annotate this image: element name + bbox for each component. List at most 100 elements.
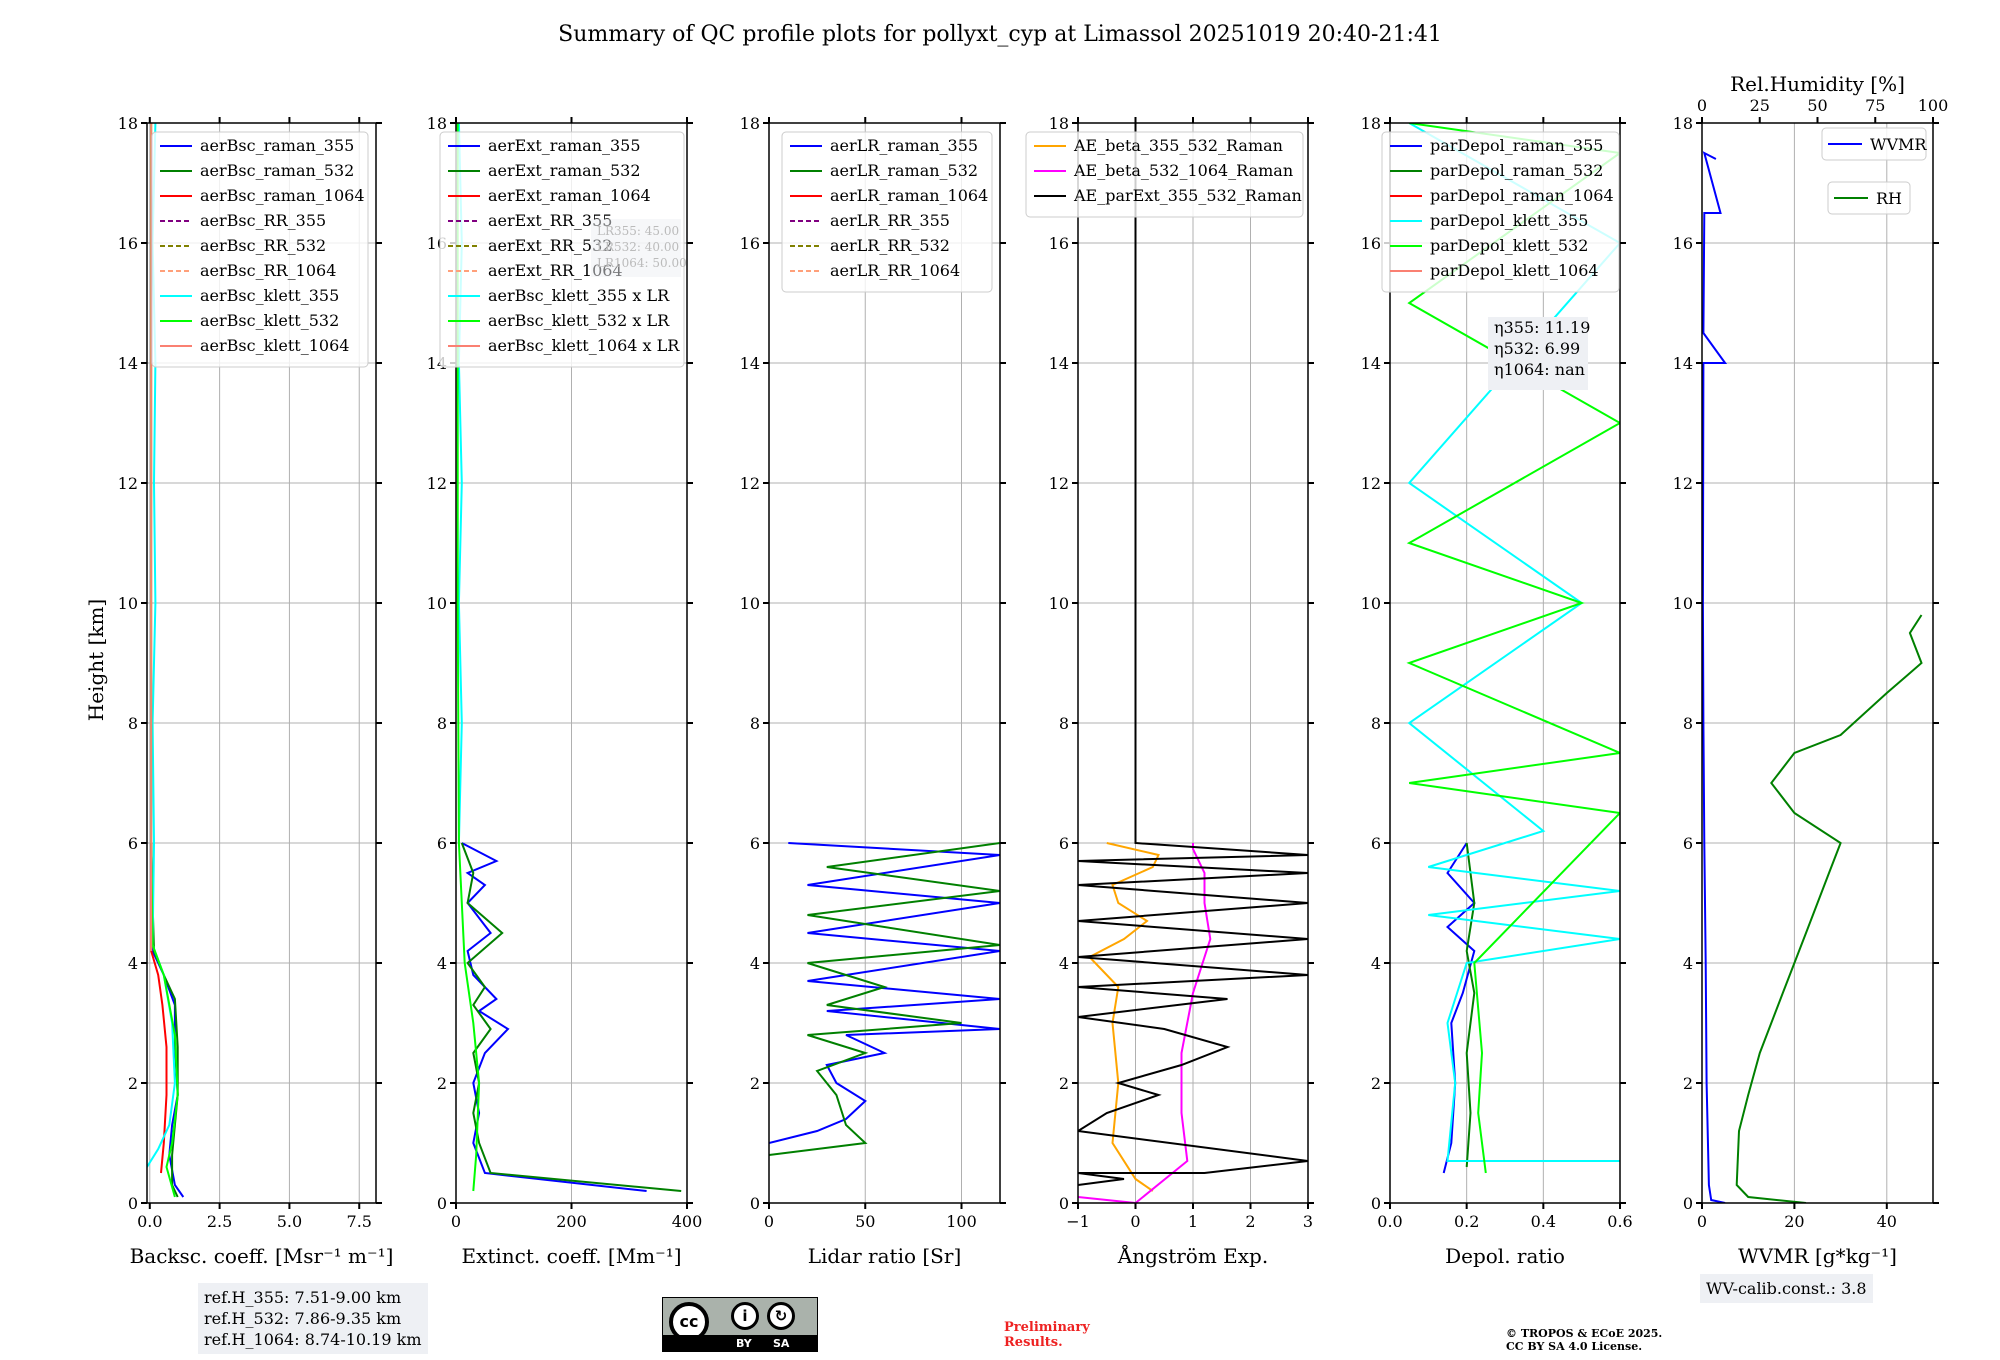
- annotation-text: LR355: 45.00: [597, 224, 679, 238]
- figure-title: Summary of QC profile plots for pollyxt_…: [558, 22, 1442, 47]
- series-aerExt_raman_532: [460, 842, 682, 1192]
- y-tick-label: 2: [128, 1074, 138, 1093]
- y-tick-label: 6: [750, 834, 760, 853]
- copyright-note: © TROPOS & ECoE 2025. CC BY SA 4.0 Licen…: [1506, 1327, 1662, 1353]
- annotation-text: η1064: nan: [1494, 360, 1585, 379]
- legend-label: aerBsc_klett_532 x LR: [488, 311, 670, 330]
- legend-label: parDepol_raman_355: [1430, 136, 1603, 155]
- y-tick-label: 0: [128, 1194, 138, 1213]
- legend-label: aerExt_raman_1064: [488, 186, 651, 205]
- y-tick-label: 10: [740, 594, 760, 613]
- x-tick-label: 0.0: [1377, 1212, 1402, 1231]
- x-tick-label: 5.0: [277, 1212, 302, 1231]
- series-aerBsc_klett_355: [147, 123, 176, 1168]
- y-tick-label: 10: [118, 594, 138, 613]
- y-tick-label: 6: [1059, 834, 1069, 853]
- ref-height-355: ref.H_355: 7.51-9.00 km: [204, 1288, 402, 1307]
- series-aerExt_raman_355: [461, 842, 647, 1192]
- preliminary-note: Preliminary Results.: [1004, 1320, 1090, 1350]
- series-aerLR_raman_355: [769, 842, 1000, 1144]
- y-tick-label: 14: [1361, 354, 1381, 373]
- x-tick-label: 400: [672, 1212, 703, 1231]
- x-tick-label: 0: [451, 1212, 461, 1231]
- wv-calib-box: WV-calib.const.: 3.8: [1700, 1274, 1873, 1303]
- series-RH: [1735, 614, 1923, 1203]
- y-tick-label: 6: [128, 834, 138, 853]
- series-group: [1702, 151, 1923, 1203]
- sa-label: SA: [773, 1337, 790, 1350]
- top-x-tick-label: 50: [1807, 96, 1827, 115]
- y-tick-label: 14: [740, 354, 760, 373]
- y-axis-label: Height [km]: [84, 599, 108, 721]
- legend-label: aerBsc_klett_355: [200, 286, 339, 305]
- top-x-tick-label: 25: [1750, 96, 1770, 115]
- series-group: [147, 123, 185, 1198]
- y-tick-label: 18: [427, 114, 447, 133]
- axes-frame: [1389, 122, 1621, 1204]
- y-tick-label: 12: [1049, 474, 1069, 493]
- x-tick-label: 2.5: [207, 1212, 232, 1231]
- y-tick-label: 2: [437, 1074, 447, 1093]
- axes-frame: [146, 122, 377, 1204]
- copyright-line-1: © TROPOS & ECoE 2025.: [1506, 1327, 1663, 1340]
- x-tick-label: 3: [1303, 1212, 1313, 1231]
- y-tick-label: 14: [1049, 354, 1069, 373]
- x-axis-label: Depol. ratio: [1445, 1244, 1565, 1268]
- x-axis-label: WVMR [g*kg⁻¹]: [1738, 1244, 1897, 1268]
- x-tick-label: 20: [1784, 1212, 1804, 1231]
- legend-label: aerBsc_klett_355 x LR: [488, 286, 670, 305]
- legend-label: aerExt_raman_532: [488, 161, 641, 180]
- y-tick-label: 0: [1371, 1194, 1381, 1213]
- legend-label: aerExt_RR_355: [488, 211, 612, 230]
- x-tick-label: 0.6: [1607, 1212, 1632, 1231]
- legend-label: aerBsc_klett_1064: [200, 336, 349, 355]
- x-axis-label: Lidar ratio [Sr]: [808, 1244, 962, 1268]
- preliminary-line-2: Results.: [1004, 1335, 1063, 1350]
- x-tick-label: 40: [1877, 1212, 1897, 1231]
- annotation-text: η532: 6.99: [1494, 339, 1580, 358]
- panel-depol: 0 2 4 6 8 10 12 14 16 18 0.0 0.2 0.4 0.6 Depol. ratio p…: [1361, 114, 1633, 1268]
- y-tick-label: 8: [437, 714, 447, 733]
- legend-box: [1827, 181, 1911, 215]
- y-tick-label: 18: [1673, 114, 1693, 133]
- y-tick-label: 4: [437, 954, 447, 973]
- y-tick-label: 2: [1059, 1074, 1069, 1093]
- series-group: [1406, 123, 1620, 1174]
- y-tick-label: 8: [1683, 714, 1693, 733]
- legend-label: parDepol_klett_355: [1430, 211, 1588, 230]
- x-axis-label: Extinct. coeff. [Mm⁻¹]: [461, 1244, 681, 1268]
- legend-label: aerLR_raman_1064: [830, 186, 988, 205]
- series-parDepol_raman_532: [1465, 842, 1476, 1168]
- legend-label: aerBsc_RR_532: [200, 236, 326, 255]
- series-group: [769, 842, 1000, 1156]
- y-tick-label: 6: [437, 834, 447, 853]
- series-group: [1078, 123, 1308, 1203]
- legend-label: aerLR_RR_532: [830, 236, 950, 255]
- legend-label: AE_parExt_355_532_Raman: [1073, 186, 1302, 205]
- preliminary-line-1: Preliminary: [1004, 1320, 1090, 1335]
- y-tick-label: 12: [740, 474, 760, 493]
- y-tick-label: 12: [427, 474, 447, 493]
- y-tick-label: 6: [1371, 834, 1381, 853]
- y-tick-label: 18: [1361, 114, 1381, 133]
- x-tick-label: 0.2: [1454, 1212, 1479, 1231]
- legend-label: AE_beta_532_1064_Raman: [1073, 161, 1293, 180]
- ref-height-1064: ref.H_1064: 8.74-10.19 km: [204, 1330, 422, 1349]
- y-tick-label: 4: [750, 954, 760, 973]
- top-x-tick-label: 75: [1865, 96, 1885, 115]
- legend-label: parDepol_klett_1064: [1430, 261, 1599, 280]
- y-tick-label: 10: [1361, 594, 1381, 613]
- panel-backscatter: 0 2 4 6 8 10 12 14 16 18 0.0 2.5 5.0 7.5 Backsc. coeff…: [118, 114, 394, 1268]
- series-WVMR: [1702, 151, 1728, 1203]
- legend-label: AE_beta_355_532_Raman: [1073, 136, 1283, 155]
- legend-label: aerExt_RR_532: [488, 236, 612, 255]
- ref-height-box: ref.H_355: 7.51-9.00 km ref.H_532: 7.86-…: [198, 1283, 428, 1354]
- y-tick-label: 2: [1683, 1074, 1693, 1093]
- legend-label: WVMR: [1870, 135, 1927, 154]
- y-tick-label: 4: [1059, 954, 1069, 973]
- x-tick-label: −1: [1066, 1212, 1090, 1231]
- legend-box: [1821, 127, 1927, 161]
